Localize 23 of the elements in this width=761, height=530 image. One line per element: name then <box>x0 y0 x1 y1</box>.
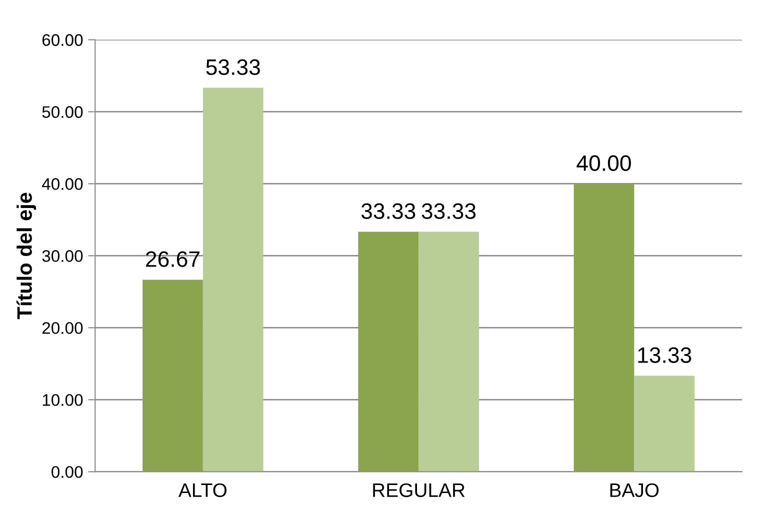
y-tick-label: 20.00 <box>42 322 83 334</box>
bar <box>358 232 419 472</box>
y-tick-label: 10.00 <box>42 394 83 406</box>
y-tick-label: 0.00 <box>52 466 83 478</box>
y-tick-label: 30.00 <box>42 250 83 262</box>
data-label: 33.33 <box>361 203 416 220</box>
bar <box>202 88 264 472</box>
data-label: 53.33 <box>206 59 260 76</box>
bar <box>574 184 634 472</box>
data-label: 13.33 <box>638 347 692 364</box>
y-axis-title: Título del eje <box>16 192 36 320</box>
x-tick-label: REGULAR <box>373 483 465 498</box>
data-label: 26.67 <box>146 251 200 267</box>
x-tick-label: BAJO <box>610 483 659 498</box>
bar <box>142 280 203 472</box>
y-tick-label: 50.00 <box>42 106 83 118</box>
data-label: 40.00 <box>576 155 631 172</box>
y-tick-label: 60.00 <box>42 34 83 46</box>
bar <box>418 232 479 472</box>
data-label: 33.33 <box>422 203 476 220</box>
x-tick-label: ALTO <box>178 483 227 498</box>
bar <box>634 376 695 472</box>
y-tick-label: 40.00 <box>42 178 83 190</box>
